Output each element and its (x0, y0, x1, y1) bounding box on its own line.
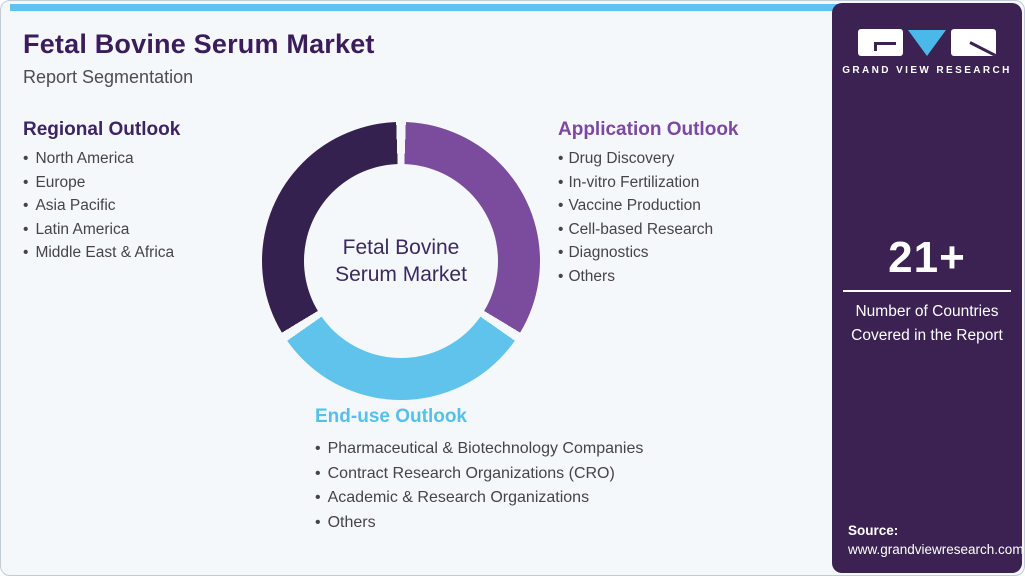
list-item: Diagnostics (558, 241, 739, 265)
application-outlook-section: Application Outlook Drug DiscoveryIn-vit… (558, 118, 739, 289)
header: Fetal Bovine Serum Market Report Segment… (23, 29, 375, 88)
logo-letter-v-icon (908, 30, 946, 56)
stat-value: 21+ (888, 233, 966, 282)
regional-outlook-list: North AmericaEuropeAsia PacificLatin Ame… (23, 147, 180, 265)
gvr-logo-icon (832, 29, 1022, 57)
page-subtitle: Report Segmentation (23, 67, 194, 87)
donut-hole: Fetal Bovine Serum Market (304, 164, 498, 358)
countries-stat: 21+ Number of Countries Covered in the R… (832, 233, 1022, 348)
list-item: Vaccine Production (558, 194, 739, 218)
list-item: Middle East & Africa (23, 241, 180, 265)
list-item: Latin America (23, 218, 180, 242)
stat-divider (843, 290, 1011, 292)
logo-letter-g-icon (858, 29, 903, 56)
list-item: Others (558, 265, 739, 289)
gvr-logo: GRAND VIEW RESEARCH (832, 29, 1022, 76)
segmentation-donut-chart: Fetal Bovine Serum Market (262, 122, 540, 400)
list-item: Europe (23, 171, 180, 195)
source-block: Source: www.grandviewresearch.com (848, 523, 1024, 557)
application-outlook-list: Drug DiscoveryIn-vitro FertilizationVacc… (558, 147, 739, 289)
sidebar: GRAND VIEW RESEARCH 21+ Number of Countr… (832, 3, 1024, 573)
list-item: Pharmaceutical & Biotechnology Companies (315, 437, 644, 462)
regional-outlook-heading: Regional Outlook (23, 119, 181, 140)
logo-letter-r-icon (951, 29, 996, 56)
list-item: North America (23, 147, 180, 171)
page-title: Fetal Bovine Serum Market (23, 29, 375, 59)
regional-outlook-section: Regional Outlook North AmericaEuropeAsia… (23, 118, 180, 265)
list-item: Others (315, 511, 643, 536)
brand-name: GRAND VIEW RESEARCH (842, 65, 1012, 76)
end-use-outlook-heading: End-use Outlook (315, 406, 467, 427)
end-use-outlook-list: Pharmaceutical & Biotechnology Companies… (315, 437, 644, 536)
donut-center-label: Fetal Bovine Serum Market (335, 236, 467, 286)
source-url-link[interactable]: www.grandviewresearch.com (848, 542, 1024, 557)
list-item: Cell-based Research (558, 218, 739, 242)
list-item: Academic & Research Organizations (315, 486, 643, 511)
source-label: Source: (848, 523, 899, 538)
application-outlook-heading: Application Outlook (558, 119, 739, 140)
stat-label: Number of Countries Covered in the Repor… (851, 303, 1003, 344)
accent-bar (10, 4, 1015, 11)
end-use-outlook-section: End-use Outlook Pharmaceutical & Biotech… (315, 405, 643, 536)
list-item: In-vitro Fertilization (558, 171, 739, 195)
list-item: Contract Research Organizations (CRO) (315, 462, 643, 487)
list-item: Drug Discovery (558, 147, 739, 171)
list-item: Asia Pacific (23, 194, 180, 218)
